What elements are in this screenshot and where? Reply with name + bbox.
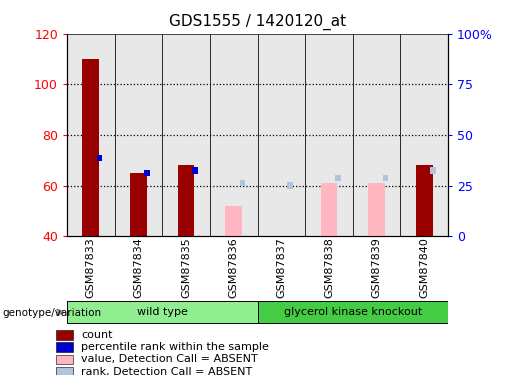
Title: GDS1555 / 1420120_at: GDS1555 / 1420120_at [169,13,346,30]
Bar [401,34,448,236]
Text: percentile rank within the sample: percentile rank within the sample [81,342,269,352]
Text: GSM87833: GSM87833 [86,238,96,298]
Bar [210,34,258,236]
Bar [287,183,293,189]
Bar [56,367,73,375]
Bar [192,167,198,174]
Bar [305,34,353,236]
Bar [383,175,388,181]
Text: count: count [81,330,112,340]
Bar [82,59,99,236]
Bar [258,34,305,236]
Bar [239,180,245,186]
Bar [67,34,115,236]
Bar [56,330,73,340]
Text: GSM87836: GSM87836 [229,238,238,298]
Text: GSM87839: GSM87839 [372,238,382,298]
Bar [226,206,242,236]
Bar [368,183,385,236]
Text: GSM87840: GSM87840 [419,238,429,298]
Bar [353,34,401,236]
Bar [416,165,433,236]
Text: GSM87834: GSM87834 [133,238,143,298]
Bar [321,183,337,236]
Bar [56,342,73,352]
Bar [97,154,102,161]
Bar [430,167,436,174]
Text: genotype/variation: genotype/variation [3,308,101,318]
Text: GSM87837: GSM87837 [277,238,286,298]
Bar [144,170,150,176]
Bar [67,301,258,323]
Text: glycerol kinase knockout: glycerol kinase knockout [284,307,422,317]
Bar [430,167,436,174]
Text: value, Detection Call = ABSENT: value, Detection Call = ABSENT [81,354,258,364]
Text: GSM87838: GSM87838 [324,238,334,298]
Bar [258,301,448,323]
Text: GSM87835: GSM87835 [181,238,191,298]
Text: wild type: wild type [137,307,187,317]
Bar [114,34,162,236]
Bar [56,354,73,364]
Bar [130,173,147,236]
Text: rank, Detection Call = ABSENT: rank, Detection Call = ABSENT [81,367,252,375]
Bar [178,165,194,236]
Bar [162,34,210,236]
Bar [335,175,340,181]
